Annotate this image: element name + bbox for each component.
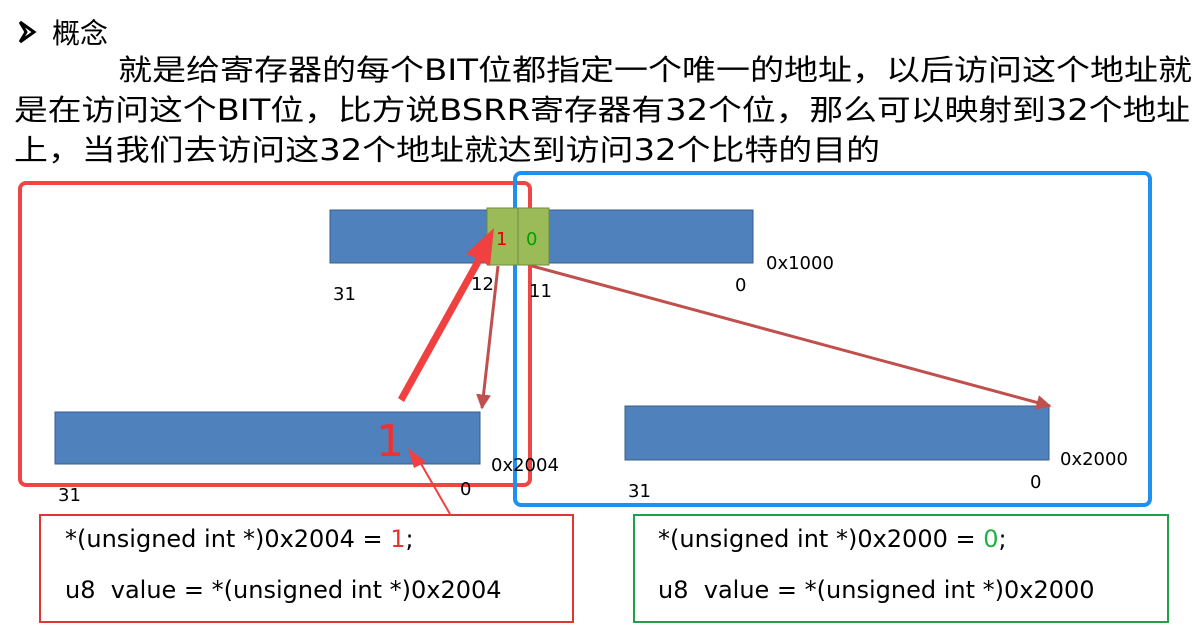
bit-index: 0 — [1030, 472, 1041, 493]
bit-cell — [517, 207, 550, 266]
arrow — [398, 228, 494, 402]
code-box — [633, 514, 1169, 623]
alias-region — [513, 171, 1152, 507]
code-line: *(unsigned int *)0x2000 = 0; — [658, 525, 1007, 553]
paragraph-line: 就是给寄存器的每个BIT位都指定一个唯一的地址，以后访问这个地址就 — [118, 53, 1192, 87]
bit-index: 12 — [471, 274, 494, 295]
address: 0x2000 — [1060, 449, 1128, 470]
code-text: *(unsigned int *)0x2004 = — [65, 525, 390, 553]
alias-word — [624, 405, 1050, 461]
bit-index: 31 — [628, 481, 651, 502]
arrow — [419, 461, 451, 515]
code-box — [39, 514, 574, 623]
bit-index: 0 — [735, 275, 746, 296]
code-value: 1 — [390, 525, 405, 553]
code-text: ; — [999, 525, 1007, 553]
bullet — [18, 20, 37, 44]
paragraph-line: 上，当我们去访问这32个地址就达到访问32个比特的目的 — [14, 133, 880, 167]
bit-value: 0 — [526, 229, 537, 250]
bit-index: 31 — [58, 485, 81, 506]
bit-band-region — [18, 181, 532, 487]
code-value: 0 — [983, 525, 998, 553]
arrow-head — [408, 448, 426, 468]
address: 0x1000 — [766, 253, 834, 274]
alias-word — [54, 411, 481, 465]
arrow — [476, 265, 500, 410]
address: 0x2004 — [491, 455, 559, 476]
code-text: *(unsigned int *)0x2000 = — [658, 525, 983, 553]
code-text: ; — [406, 525, 414, 553]
bit-value: 1 — [496, 229, 507, 250]
paragraph-line: 是在访问这个BIT位，比方说BSRR寄存器有32个位，那么可以映射到32个地址 — [14, 93, 1190, 127]
heading: 概念 — [52, 17, 108, 50]
code-line: u8 value = *(unsigned int *)0x2004 — [65, 576, 502, 604]
bit-index: 11 — [529, 281, 552, 302]
code-line: *(unsigned int *)0x2004 = 1; — [65, 525, 414, 553]
code-line: u8 value = *(unsigned int *)0x2000 — [658, 576, 1095, 604]
bit-index: 0 — [460, 479, 471, 500]
alias-value: 1 — [376, 416, 404, 467]
arrow — [531, 264, 1052, 410]
bit-index: 31 — [333, 284, 356, 305]
